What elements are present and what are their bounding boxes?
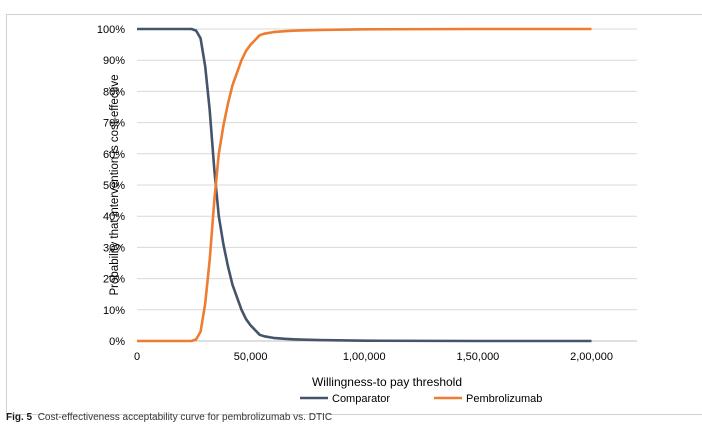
y-tick-label: 10% (103, 305, 125, 317)
y-axis-ticks: 0% 10% 20% 30% 40% 50% 60% 70% 80% 90% 100% (97, 24, 125, 348)
figure-caption-text: Cost-effectiveness acceptability curve f… (37, 412, 333, 423)
x-axis-ticks: 0 50,000 1,00,000 1,50,000 2,00,000 (134, 351, 613, 363)
x-tick-label: 50,000 (234, 351, 268, 363)
grid-lines (137, 28, 637, 311)
series-lines (137, 27, 592, 343)
legend: Comparator Pembrolizumab (300, 393, 542, 405)
series-line-comparator (137, 27, 592, 343)
y-tick-label: 30% (103, 242, 125, 254)
y-tick-label: 70% (103, 118, 125, 130)
figure-caption: Fig. 5 Cost-effectiveness acceptability … (6, 412, 332, 423)
x-axis-label: Willingness-to pay threshold (312, 375, 462, 389)
y-tick-label: 40% (103, 211, 125, 223)
y-tick-label: 100% (97, 24, 125, 36)
y-tick-label: 0% (109, 336, 125, 348)
y-tick-label: 50% (103, 180, 125, 192)
legend-label-comparator: Comparator (332, 393, 390, 405)
series-line-pembrolizumab (137, 27, 592, 343)
x-tick-label: 0 (134, 351, 140, 363)
y-tick-label: 60% (103, 149, 125, 161)
y-tick-label: 20% (103, 274, 125, 286)
chart-frame (6, 14, 702, 415)
y-tick-label: 80% (103, 86, 125, 98)
x-tick-label: 1,00,000 (343, 351, 386, 363)
y-tick-label: 90% (103, 55, 125, 67)
x-tick-label: 1,50,000 (456, 351, 499, 363)
x-tick-label: 2,00,000 (570, 351, 613, 363)
cea-chart: 0% 10% 20% 30% 40% 50% 60% 70% 80% 90% 100% 0 50,00… (97, 24, 637, 405)
figure-label: Fig. 5 (6, 412, 33, 423)
y-axis-label: Probability that intervention is cost-ef… (109, 75, 121, 296)
legend-label-pembrolizumab: Pembrolizumab (466, 393, 542, 405)
